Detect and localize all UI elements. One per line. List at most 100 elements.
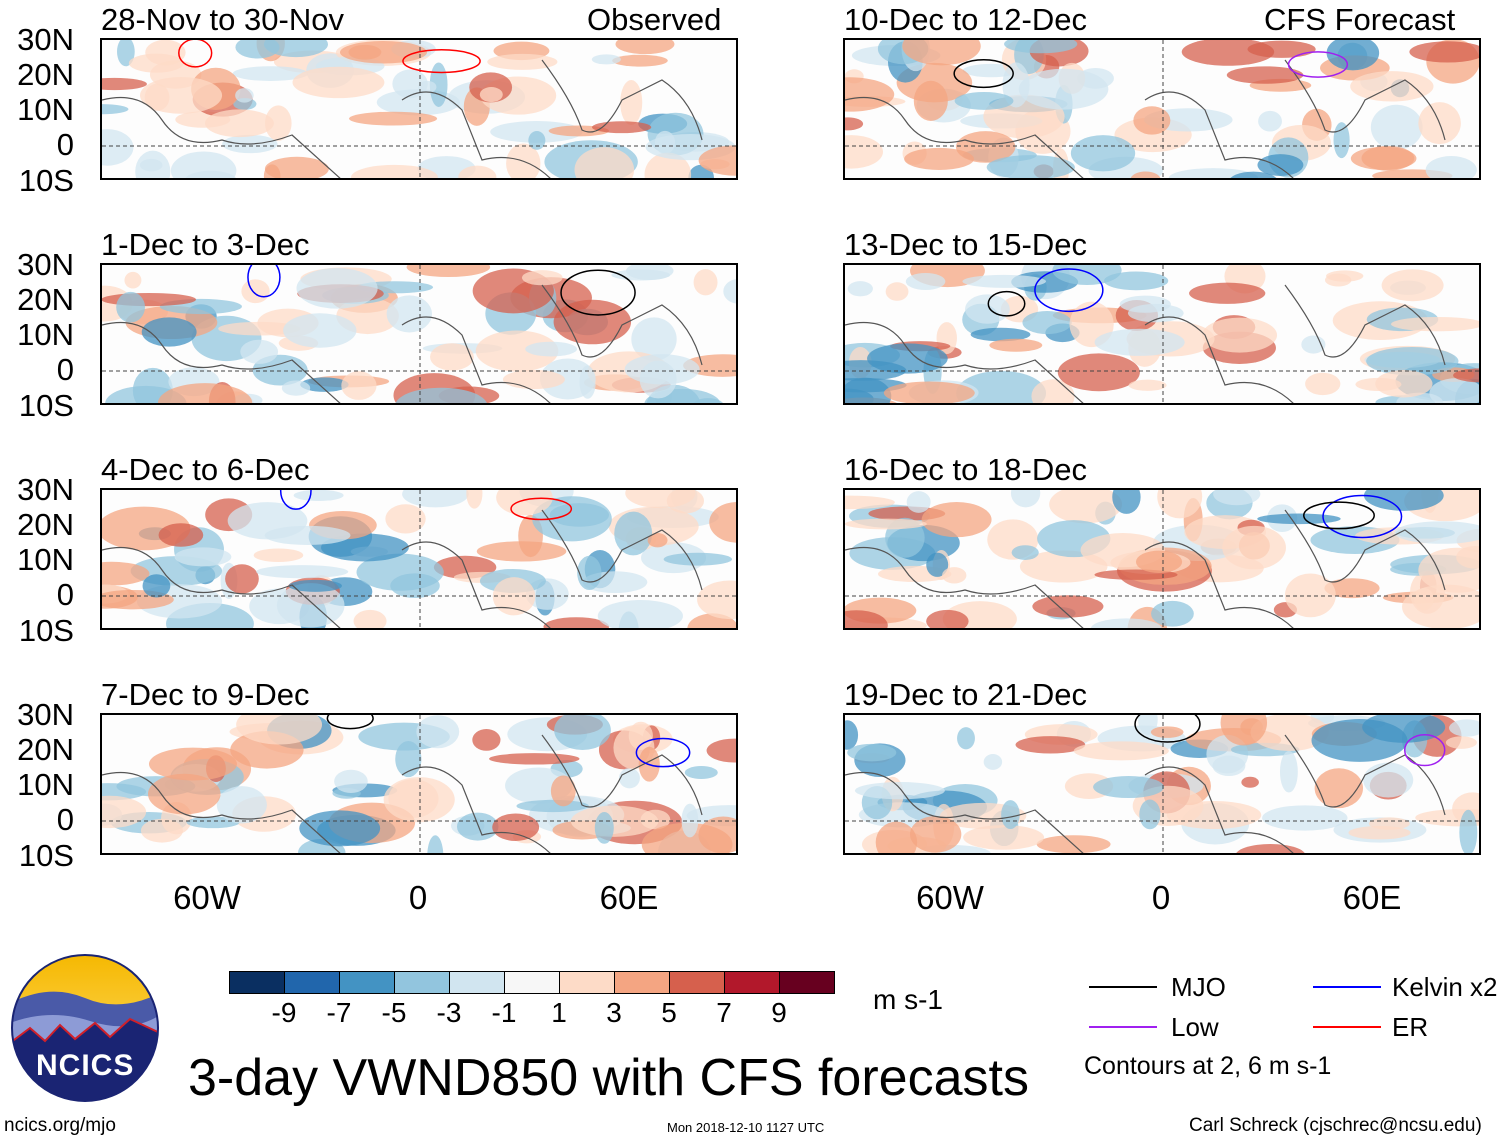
wind-anomaly-shading xyxy=(145,40,186,66)
wind-anomaly-shading xyxy=(845,720,859,750)
mjo-line-icon xyxy=(1089,986,1157,988)
wind-anomaly-shading xyxy=(293,490,344,501)
lon-label: 60E xyxy=(1342,879,1402,916)
wind-anomaly-shading xyxy=(170,151,237,178)
wind-anomaly-shading xyxy=(532,496,612,542)
wind-anomaly-shading xyxy=(139,158,163,172)
lat-label: 10S xyxy=(18,838,74,873)
contour-note: Contours at 2, 6 m s-1 xyxy=(1084,1052,1332,1080)
wave-contour xyxy=(1322,494,1403,539)
wind-anomaly-shading xyxy=(845,135,883,169)
wind-anomaly-shading xyxy=(392,69,428,99)
wind-anomaly-shading xyxy=(1418,547,1479,593)
wind-anomaly-shading xyxy=(845,360,907,381)
wind-anomaly-shading xyxy=(416,715,460,749)
logo-text: NCICS xyxy=(36,1049,135,1082)
footer-url[interactable]: ncics.org/mjo xyxy=(4,1115,116,1136)
legend-kelvin: Kelvin x2 xyxy=(1392,972,1498,1002)
wind-anomaly-shading xyxy=(1314,768,1364,809)
wind-anomaly-shading xyxy=(385,504,426,534)
colorbar-tick-label: -7 xyxy=(326,997,352,1028)
wind-anomaly-shading xyxy=(631,317,677,361)
wind-anomaly-shading xyxy=(218,321,301,336)
wind-anomaly-shading xyxy=(1370,104,1423,150)
wind-anomaly-shading xyxy=(921,502,992,538)
wind-anomaly-shading xyxy=(698,816,736,853)
colorbar-tick-label: 1 xyxy=(551,997,567,1028)
wind-anomaly-shading xyxy=(353,609,387,628)
wind-anomaly-shading xyxy=(476,541,567,562)
wave-contour xyxy=(1403,734,1446,767)
wind-anomaly-shading xyxy=(1375,370,1433,398)
wind-anomaly-shading xyxy=(594,812,614,844)
lat-label: 10S xyxy=(18,388,74,423)
colorbar-tick-label: 3 xyxy=(606,997,622,1028)
wind-anomaly-shading xyxy=(963,825,1045,850)
wind-anomaly-shading xyxy=(1453,368,1479,383)
wind-anomaly-shading xyxy=(341,371,377,400)
wind-anomaly-shading xyxy=(626,265,674,281)
wave-contour xyxy=(178,40,213,68)
wave-contour xyxy=(560,269,636,316)
wind-anomaly-shading xyxy=(1220,715,1268,746)
wind-anomaly-shading xyxy=(909,815,962,853)
wind-anomaly-shading xyxy=(854,782,945,800)
wind-anomaly-shading xyxy=(1366,347,1459,376)
wind-anomaly-shading xyxy=(288,579,342,592)
legend-mjo: MJO xyxy=(1171,972,1226,1002)
lat-label: 20N xyxy=(17,282,74,317)
wind-anomaly-shading xyxy=(472,729,501,751)
ncics-logo xyxy=(11,954,159,1102)
wind-anomaly-shading xyxy=(597,600,683,628)
lon-label: 60W xyxy=(173,879,241,916)
wind-anomaly-shading xyxy=(614,511,653,556)
wind-anomaly-shading xyxy=(845,77,895,112)
wind-anomaly-shading xyxy=(427,835,444,853)
wind-anomaly-shading xyxy=(926,552,949,577)
wind-anomaly-shading xyxy=(349,111,438,126)
er-line-icon xyxy=(1313,1026,1381,1028)
wind-anomaly-shading xyxy=(1032,595,1104,618)
wind-anomaly-shading xyxy=(102,104,129,115)
wind-anomaly-shading xyxy=(265,105,292,141)
lat-label: 30N xyxy=(17,697,74,732)
wind-anomaly-shading xyxy=(847,281,873,297)
wind-anomaly-shading xyxy=(1001,800,1020,830)
wind-anomaly-shading xyxy=(625,490,696,509)
lat-label: 10N xyxy=(17,542,74,577)
coastline xyxy=(845,734,1446,853)
wind-anomaly-shading xyxy=(1362,715,1446,743)
lat-label: 0 xyxy=(56,127,74,162)
wind-anomaly-shading xyxy=(883,381,975,403)
wind-anomaly-shading xyxy=(845,610,888,628)
wind-anomaly-shading xyxy=(1301,335,1326,354)
wind-anomaly-shading xyxy=(521,270,563,286)
map-panel xyxy=(843,263,1481,405)
footer-author: Carl Schreck (cjschrec@ncsu.edu) xyxy=(1189,1115,1482,1136)
wind-anomaly-shading xyxy=(292,66,385,99)
wind-anomaly-shading xyxy=(456,812,499,841)
map-panel xyxy=(100,38,738,180)
wind-anomaly-shading xyxy=(1363,762,1414,798)
wind-anomaly-shading xyxy=(577,555,602,591)
wave-contour xyxy=(635,737,691,768)
wind-anomaly-shading xyxy=(1425,156,1477,178)
wave-contour xyxy=(953,58,1014,89)
coastline xyxy=(845,284,1446,403)
wind-anomaly-shading xyxy=(263,40,328,58)
wind-anomaly-shading xyxy=(1093,776,1165,799)
wind-anomaly-shading xyxy=(225,564,259,594)
wind-anomaly-shading xyxy=(1202,317,1278,353)
lat-label: 30N xyxy=(17,247,74,282)
wind-anomaly-shading xyxy=(1449,719,1479,737)
panel-title: 7-Dec to 9-Dec xyxy=(101,677,310,712)
wind-anomaly-shading xyxy=(334,769,368,793)
wind-anomaly-shading xyxy=(1181,40,1275,66)
wind-anomaly-shading xyxy=(386,295,433,333)
panel-title: 4-Dec to 6-Dec xyxy=(101,452,310,487)
map-panel xyxy=(100,488,738,630)
wind-anomaly-shading xyxy=(116,291,146,323)
wind-anomaly-shading xyxy=(1112,490,1141,514)
wind-anomaly-shading xyxy=(905,273,946,291)
